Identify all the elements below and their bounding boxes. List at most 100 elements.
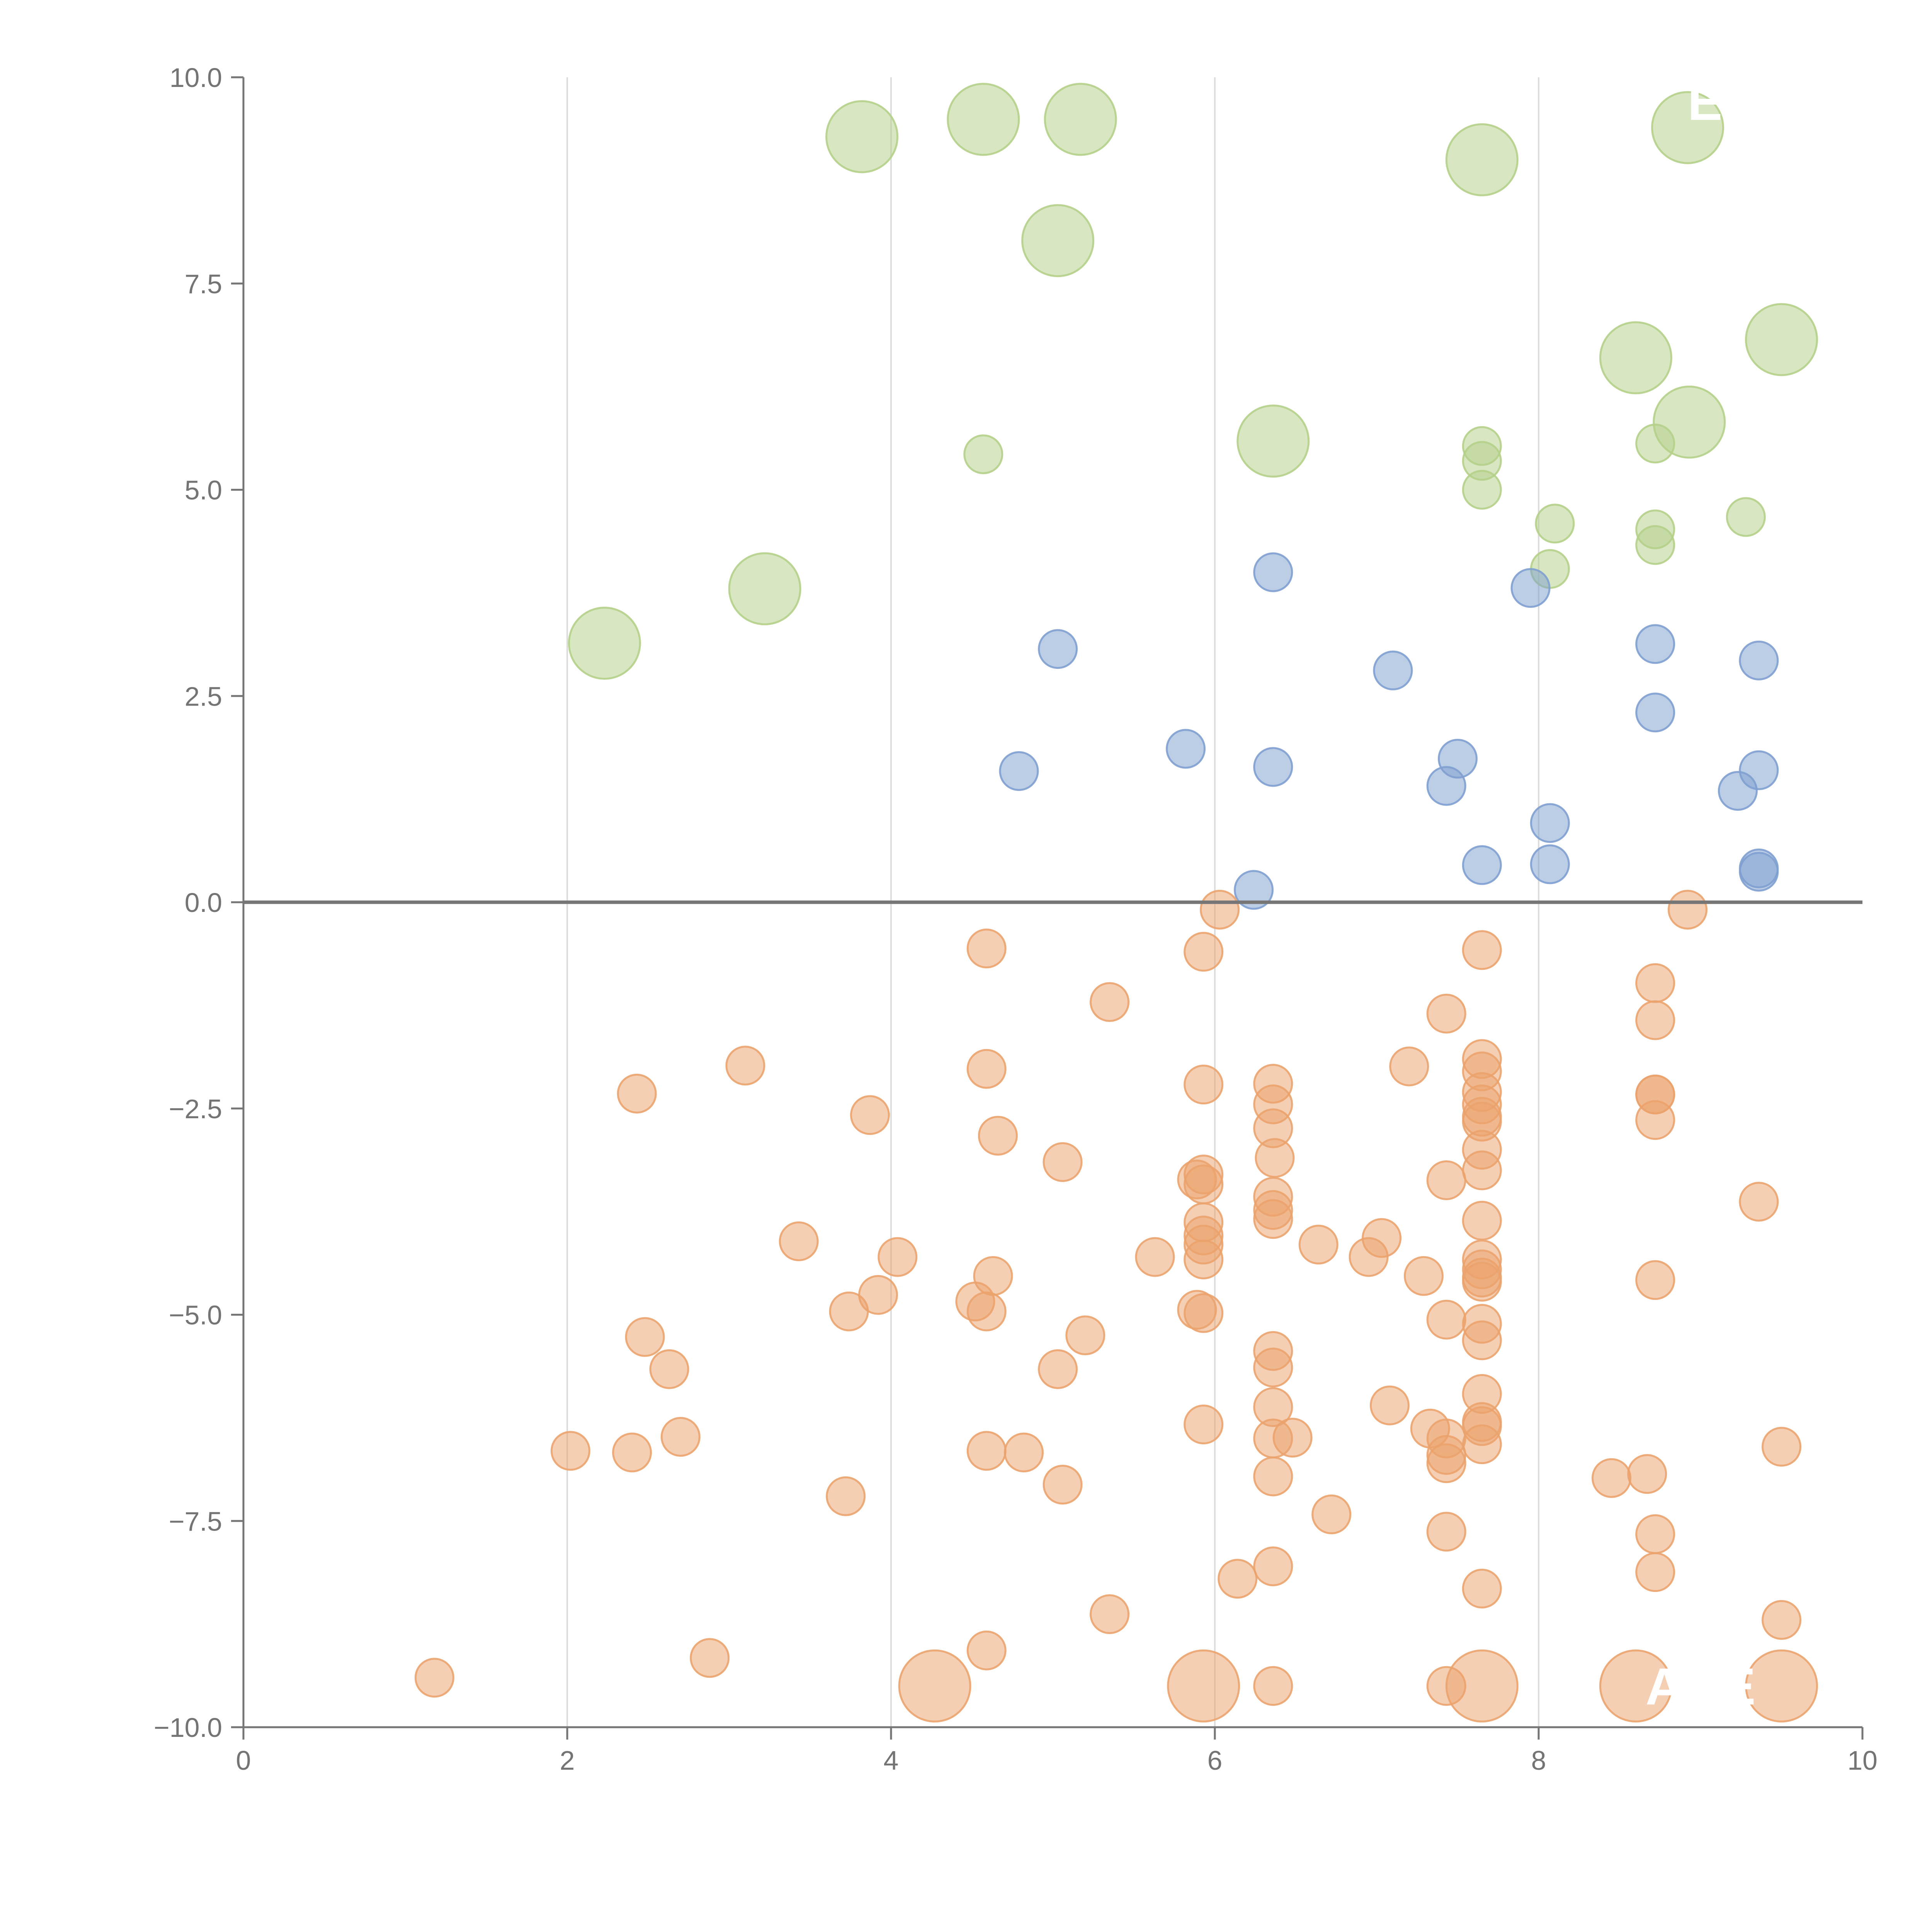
x-tick-label: 8 bbox=[1531, 1745, 1546, 1776]
blue-bubble bbox=[1530, 844, 1570, 884]
y-tick-label: 10.0 bbox=[170, 63, 222, 93]
orange-bubble bbox=[1426, 1512, 1466, 1552]
green-bubble bbox=[825, 100, 899, 173]
green-bubble bbox=[1445, 123, 1519, 196]
orange-bubble bbox=[1065, 1315, 1105, 1355]
blue-bubble bbox=[1038, 629, 1078, 669]
orange-bubble bbox=[1090, 982, 1130, 1022]
orange-bubble bbox=[1177, 1159, 1217, 1199]
orange-bubble bbox=[690, 1638, 730, 1678]
green-bubble bbox=[1635, 423, 1675, 464]
green-bubble bbox=[1651, 91, 1724, 164]
orange-bubble bbox=[1635, 1552, 1675, 1592]
orange-bubble bbox=[779, 1221, 819, 1261]
orange-bubble bbox=[1462, 1262, 1502, 1302]
orange-bubble bbox=[1167, 1649, 1240, 1723]
y-tick-label: 0.0 bbox=[185, 888, 222, 918]
orange-bubble bbox=[1426, 993, 1466, 1034]
y-tick-label: 2.5 bbox=[185, 681, 222, 711]
green-bubble bbox=[1044, 83, 1117, 156]
orange-bubble bbox=[1426, 1160, 1466, 1200]
y-tick-label: 7.5 bbox=[185, 269, 222, 299]
orange-bubble bbox=[966, 929, 1007, 969]
green-bubble bbox=[1535, 503, 1575, 544]
orange-bubble bbox=[617, 1073, 657, 1114]
y-tick-label: 5.0 bbox=[185, 475, 222, 505]
orange-bubble bbox=[725, 1046, 765, 1086]
orange-bubble bbox=[1404, 1256, 1444, 1296]
orange-bubble bbox=[878, 1237, 918, 1277]
orange-bubble bbox=[1184, 1293, 1224, 1333]
orange-bubble bbox=[1298, 1225, 1338, 1265]
orange-bubble bbox=[898, 1649, 971, 1723]
blue-bubble bbox=[1166, 729, 1206, 769]
blue-bubble bbox=[1234, 870, 1274, 910]
orange-bubble bbox=[1592, 1458, 1631, 1498]
orange-bubble bbox=[1370, 1385, 1410, 1425]
green-bubble bbox=[728, 552, 801, 626]
orange-bubble bbox=[1253, 1199, 1293, 1239]
orange-bubble bbox=[966, 1630, 1007, 1670]
orange-bubble bbox=[1739, 1182, 1779, 1222]
orange-bubble bbox=[826, 1476, 866, 1516]
orange-bubble bbox=[1253, 1456, 1293, 1497]
x-tick-label: 4 bbox=[884, 1745, 899, 1776]
orange-bubble bbox=[1635, 963, 1675, 1003]
blue-bubble bbox=[1426, 766, 1466, 806]
blue-bubble bbox=[1635, 624, 1675, 664]
x-tick-label: 6 bbox=[1208, 1745, 1223, 1776]
orange-bubble bbox=[1445, 1649, 1519, 1723]
orange-bubble bbox=[1135, 1237, 1175, 1277]
green-bubble bbox=[568, 607, 641, 680]
annotation-label: AHE bbox=[1645, 1657, 1755, 1716]
orange-bubble bbox=[1762, 1427, 1801, 1467]
orange-bubble bbox=[1184, 1240, 1224, 1279]
orange-bubble bbox=[1038, 1349, 1078, 1389]
orange-bubble bbox=[1462, 1201, 1502, 1241]
x-tick-label: 10 bbox=[1847, 1745, 1878, 1776]
orange-bubble bbox=[829, 1291, 869, 1332]
green-bubble bbox=[1745, 303, 1818, 376]
orange-bubble bbox=[1253, 1546, 1293, 1587]
annotation-label: E bbox=[1687, 73, 1722, 131]
x-tick-label: 0 bbox=[236, 1745, 251, 1776]
orange-bubble bbox=[649, 1349, 689, 1389]
blue-bubble bbox=[1510, 568, 1551, 608]
orange-bubble bbox=[550, 1431, 590, 1471]
green-bubble bbox=[963, 434, 1003, 474]
blue-bubble bbox=[1530, 803, 1570, 843]
orange-bubble bbox=[1599, 1649, 1672, 1723]
blue-bubble bbox=[1253, 552, 1293, 592]
orange-bubble bbox=[1184, 1405, 1224, 1444]
y-tick-label: −5.0 bbox=[169, 1300, 222, 1330]
orange-bubble bbox=[625, 1317, 665, 1357]
blue-bubble bbox=[999, 751, 1039, 791]
orange-bubble bbox=[1253, 1347, 1293, 1388]
green-bubble bbox=[1462, 470, 1502, 510]
orange-bubble bbox=[1043, 1464, 1083, 1505]
green-bubble bbox=[1726, 497, 1766, 537]
orange-bubble bbox=[1255, 1138, 1295, 1178]
y-tick-label: −2.5 bbox=[169, 1094, 222, 1124]
blue-bubble bbox=[1635, 692, 1675, 733]
orange-bubble bbox=[1762, 1600, 1801, 1640]
orange-bubble bbox=[1253, 1418, 1293, 1459]
orange-bubble bbox=[1043, 1142, 1083, 1182]
orange-bubble bbox=[1218, 1559, 1258, 1599]
orange-bubble bbox=[1200, 889, 1240, 930]
orange-bubble bbox=[966, 1049, 1007, 1089]
orange-bubble bbox=[1426, 1299, 1466, 1340]
orange-bubble bbox=[1462, 1320, 1502, 1361]
orange-bubble bbox=[1184, 932, 1224, 972]
orange-bubble bbox=[1462, 1150, 1502, 1190]
orange-bubble bbox=[1311, 1494, 1352, 1534]
orange-bubble bbox=[850, 1095, 890, 1135]
orange-bubble bbox=[1253, 1666, 1293, 1706]
y-tick-label: −10.0 bbox=[154, 1713, 222, 1743]
orange-bubble bbox=[612, 1432, 652, 1473]
orange-bubble bbox=[1635, 1000, 1675, 1040]
orange-bubble bbox=[1462, 930, 1502, 970]
orange-bubble bbox=[966, 1291, 1007, 1332]
blue-bubble bbox=[1739, 640, 1779, 680]
